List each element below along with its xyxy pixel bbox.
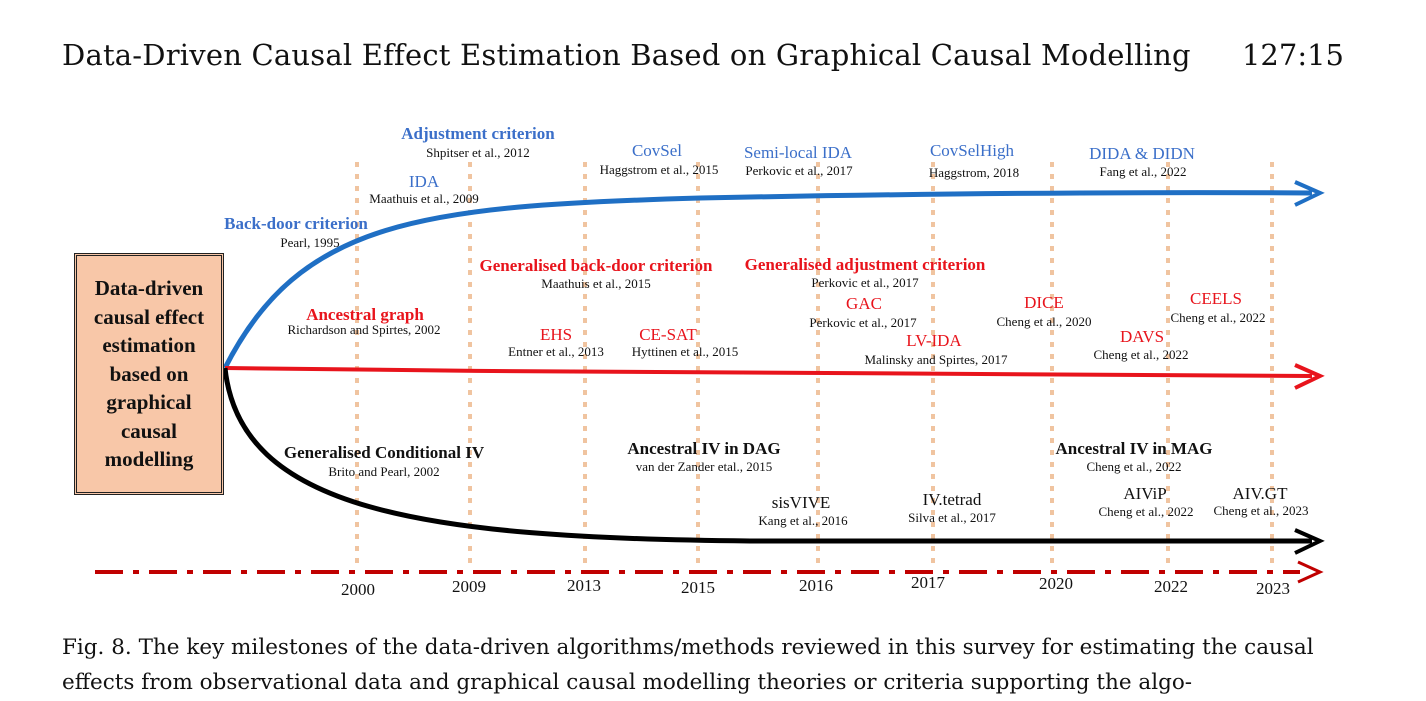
year-label: 2020	[1039, 574, 1073, 593]
blue-milestones: Back-door criterion Pearl, 1995 IDA Maat…	[224, 124, 1195, 250]
running-title: Data-Driven Causal Effect Estimation Bas…	[62, 38, 1191, 72]
year-label: 2015	[681, 578, 715, 597]
milestone-cite: Brito and Pearl, 2002	[328, 464, 439, 479]
page-number: 127:15	[1241, 38, 1344, 72]
milestone-name: AIV.GT	[1233, 484, 1289, 503]
milestone-cite: Maathuis et al., 2015	[541, 276, 650, 291]
milestone-name: DAVS	[1120, 327, 1164, 346]
year-label: 2017	[911, 573, 946, 592]
milestone-cite: Cheng et al., 2022	[1171, 310, 1266, 325]
milestone-figure: 2000 2009 2013 2015 2016 2017 2020 2022 …	[0, 110, 1426, 610]
milestone-cite: Entner et al., 2013	[508, 344, 604, 359]
milestone-cite: Perkovic et al., 2017	[811, 275, 919, 290]
milestone-name: sisVIVE	[772, 493, 831, 512]
milestone-name: IDA	[409, 172, 440, 191]
milestone-name: DICE	[1024, 293, 1064, 312]
milestone-name: Ancestral IV in DAG	[627, 439, 780, 458]
timeline-diagram: 2000 2009 2013 2015 2016 2017 2020 2022 …	[95, 124, 1325, 599]
milestone-cite: Perkovic et al., 2017	[809, 315, 917, 330]
milestone-cite: Cheng et al., 2022	[1087, 459, 1182, 474]
milestone-cite: Haggstrom, 2018	[929, 165, 1019, 180]
milestone-name: AIViP	[1123, 484, 1166, 503]
milestone-name: GAC	[846, 294, 882, 313]
milestone-cite: Cheng et al., 2020	[997, 314, 1092, 329]
black-branch-arrowhead	[1294, 528, 1325, 555]
milestone-name: Adjustment criterion	[401, 124, 555, 143]
milestone-cite: Perkovic et al., 2017	[745, 163, 853, 178]
milestone-cite: Malinsky and Spirtes, 2017	[865, 352, 1008, 367]
milestone-name: DIDA & DIDN	[1089, 144, 1195, 163]
milestone-name: EHS	[540, 325, 572, 344]
year-label: 2022	[1154, 577, 1188, 596]
origin-box-label: Data-driven causal effect estimation bas…	[93, 276, 205, 472]
milestone-name: Generalised Conditional IV	[284, 443, 485, 462]
black-branch-curve	[222, 367, 1313, 544]
milestone-cite: Cheng et al., 2022	[1099, 504, 1194, 519]
milestone-name: Ancestral graph	[306, 305, 424, 324]
milestone-name: LV-IDA	[906, 331, 962, 350]
milestone-cite: Silva et al., 2017	[908, 510, 996, 525]
year-label: 2000	[341, 580, 375, 599]
milestone-cite: van der Zander etal., 2015	[636, 459, 772, 474]
red-branch-arrowhead	[1294, 363, 1325, 390]
milestone-cite: Hyttinen et al., 2015	[632, 344, 739, 359]
milestone-name: CovSel	[632, 141, 682, 160]
year-label: 2009	[452, 577, 486, 596]
milestone-cite: Maathuis et al., 2009	[369, 191, 478, 206]
year-labels: 2000 2009 2013 2015 2016 2017 2020 2022 …	[341, 573, 1290, 599]
blue-branch-curve	[222, 190, 1313, 370]
milestone-name: Semi-local IDA	[744, 143, 853, 162]
milestone-name: Ancestral IV in MAG	[1056, 439, 1213, 458]
milestone-cite: Pearl, 1995	[280, 235, 339, 250]
figure-caption: Fig. 8. The key milestones of the data-d…	[62, 635, 1314, 695]
milestone-cite: Fang et al., 2022	[1099, 164, 1186, 179]
milestone-name: CovSelHigh	[930, 141, 1015, 160]
page-header: Data-Driven Causal Effect Estimation Bas…	[62, 30, 1344, 80]
milestone-name: IV.tetrad	[923, 490, 982, 509]
milestone-cite: Cheng et al., 2022	[1094, 347, 1189, 362]
red-branch-line	[224, 366, 1313, 378]
milestone-cite: Shpitser et al., 2012	[426, 145, 530, 160]
milestone-cite: Richardson and Spirtes, 2002	[287, 322, 440, 337]
black-milestones: Generalised Conditional IV Brito and Pea…	[284, 439, 1309, 528]
year-label: 2023	[1256, 579, 1290, 598]
blue-branch-arrowhead	[1294, 180, 1325, 207]
milestone-cite: Kang et al., 2016	[758, 513, 848, 528]
milestone-name: Back-door criterion	[224, 214, 368, 233]
milestone-name: CEELS	[1190, 289, 1242, 308]
milestone-cite: Haggstrom et al., 2015	[600, 162, 719, 177]
milestone-cite: Cheng et al., 2023	[1214, 503, 1309, 518]
red-milestones: Ancestral graph Richardson and Spirtes, …	[287, 255, 1265, 367]
origin-box: Data-driven causal effect estimation bas…	[74, 253, 224, 495]
milestone-name: CE-SAT	[639, 325, 697, 344]
milestone-name: Generalised back-door criterion	[480, 256, 713, 275]
year-label: 2013	[567, 576, 601, 595]
time-axis-arrowhead	[1297, 560, 1324, 584]
year-label: 2016	[799, 576, 833, 595]
milestone-name: Generalised adjustment criterion	[745, 255, 986, 274]
